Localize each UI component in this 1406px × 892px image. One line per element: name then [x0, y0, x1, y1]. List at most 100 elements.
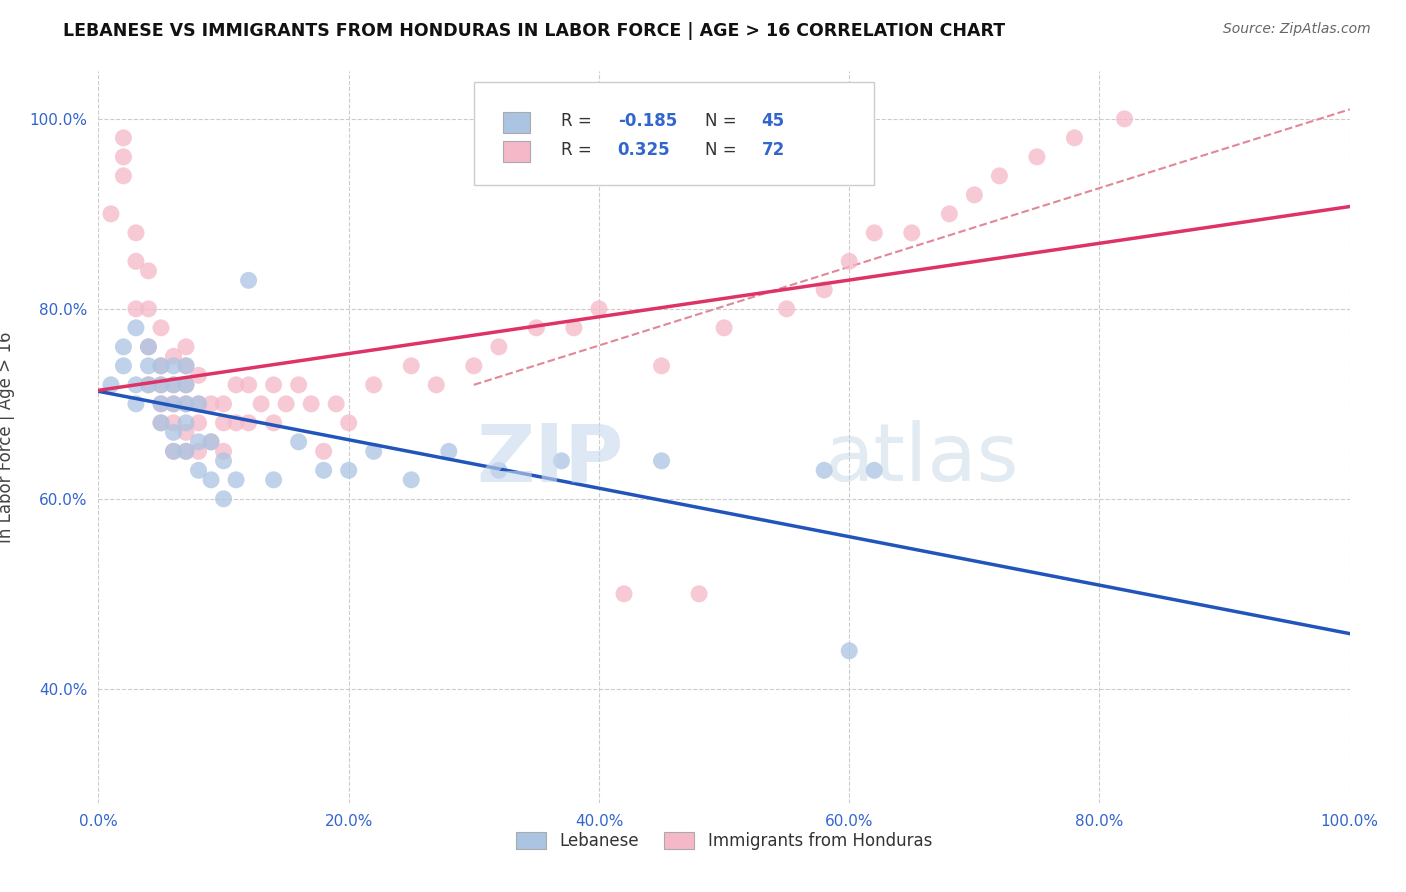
Point: [138, 340, 160, 354]
Point: [238, 377, 260, 392]
Point: [550, 454, 572, 468]
Point: [1063, 131, 1085, 145]
Point: [150, 416, 173, 430]
Point: [150, 416, 173, 430]
Text: atlas: atlas: [824, 420, 1018, 498]
Point: [274, 397, 298, 411]
Point: [125, 321, 148, 335]
Point: [363, 444, 385, 458]
Point: [125, 397, 148, 411]
Point: [838, 254, 860, 268]
Text: 0.325: 0.325: [617, 141, 671, 160]
Point: [200, 397, 222, 411]
Point: [263, 377, 285, 392]
Point: [174, 377, 197, 392]
Text: 45: 45: [762, 112, 785, 130]
Point: [488, 340, 510, 354]
Point: [401, 359, 423, 373]
Text: R =: R =: [561, 112, 598, 130]
Point: [174, 377, 197, 392]
Point: [150, 397, 173, 411]
Point: [112, 340, 135, 354]
Point: [174, 444, 197, 458]
Point: [174, 425, 197, 440]
Point: [174, 416, 197, 430]
Point: [162, 397, 184, 411]
Point: [174, 359, 197, 373]
Point: [613, 587, 636, 601]
Point: [162, 416, 184, 430]
Point: [963, 187, 986, 202]
Point: [174, 340, 197, 354]
Point: [463, 359, 485, 373]
Text: N =: N =: [706, 112, 742, 130]
Point: [150, 377, 173, 392]
Y-axis label: In Labor Force | Age > 16: In Labor Force | Age > 16: [0, 331, 15, 543]
Point: [200, 473, 222, 487]
Point: [187, 444, 209, 458]
Point: [988, 169, 1011, 183]
Point: [287, 434, 309, 449]
Point: [488, 463, 510, 477]
Point: [425, 377, 447, 392]
Point: [363, 377, 385, 392]
Point: [162, 349, 184, 363]
Point: [150, 321, 173, 335]
Point: [150, 359, 173, 373]
Point: [162, 377, 184, 392]
Point: [212, 397, 235, 411]
Point: [813, 283, 835, 297]
Point: [263, 416, 285, 430]
Point: [287, 377, 309, 392]
FancyBboxPatch shape: [474, 82, 875, 185]
Point: [112, 359, 135, 373]
Point: [125, 226, 148, 240]
Point: [938, 207, 960, 221]
Point: [225, 473, 247, 487]
Point: [838, 644, 860, 658]
Point: [125, 301, 148, 316]
Point: [138, 377, 160, 392]
Point: [187, 368, 209, 383]
Point: [238, 273, 260, 287]
Point: [337, 463, 360, 477]
Text: -0.185: -0.185: [617, 112, 676, 130]
Point: [212, 416, 235, 430]
Text: Source: ZipAtlas.com: Source: ZipAtlas.com: [1223, 22, 1371, 37]
Point: [863, 463, 886, 477]
Text: N =: N =: [706, 141, 742, 160]
Point: [162, 444, 184, 458]
Point: [688, 587, 710, 601]
Legend: Lebanese, Immigrants from Honduras: Lebanese, Immigrants from Honduras: [509, 825, 939, 856]
Point: [174, 359, 197, 373]
Point: [437, 444, 460, 458]
Point: [138, 340, 160, 354]
Point: [100, 207, 122, 221]
Point: [138, 264, 160, 278]
Point: [225, 416, 247, 430]
FancyBboxPatch shape: [502, 141, 530, 162]
Point: [650, 454, 672, 468]
Point: [138, 301, 160, 316]
Point: [562, 321, 585, 335]
Text: 72: 72: [762, 141, 785, 160]
Point: [299, 397, 322, 411]
Point: [150, 397, 173, 411]
Point: [187, 397, 209, 411]
Point: [112, 131, 135, 145]
Point: [713, 321, 735, 335]
Point: [162, 359, 184, 373]
Point: [1026, 150, 1049, 164]
Point: [776, 301, 799, 316]
Text: R =: R =: [561, 141, 598, 160]
Point: [174, 397, 197, 411]
Point: [187, 434, 209, 449]
Point: [112, 169, 135, 183]
Point: [125, 254, 148, 268]
Point: [138, 359, 160, 373]
Point: [174, 397, 197, 411]
Point: [125, 377, 148, 392]
Point: [162, 444, 184, 458]
Point: [1114, 112, 1136, 126]
Point: [312, 444, 335, 458]
